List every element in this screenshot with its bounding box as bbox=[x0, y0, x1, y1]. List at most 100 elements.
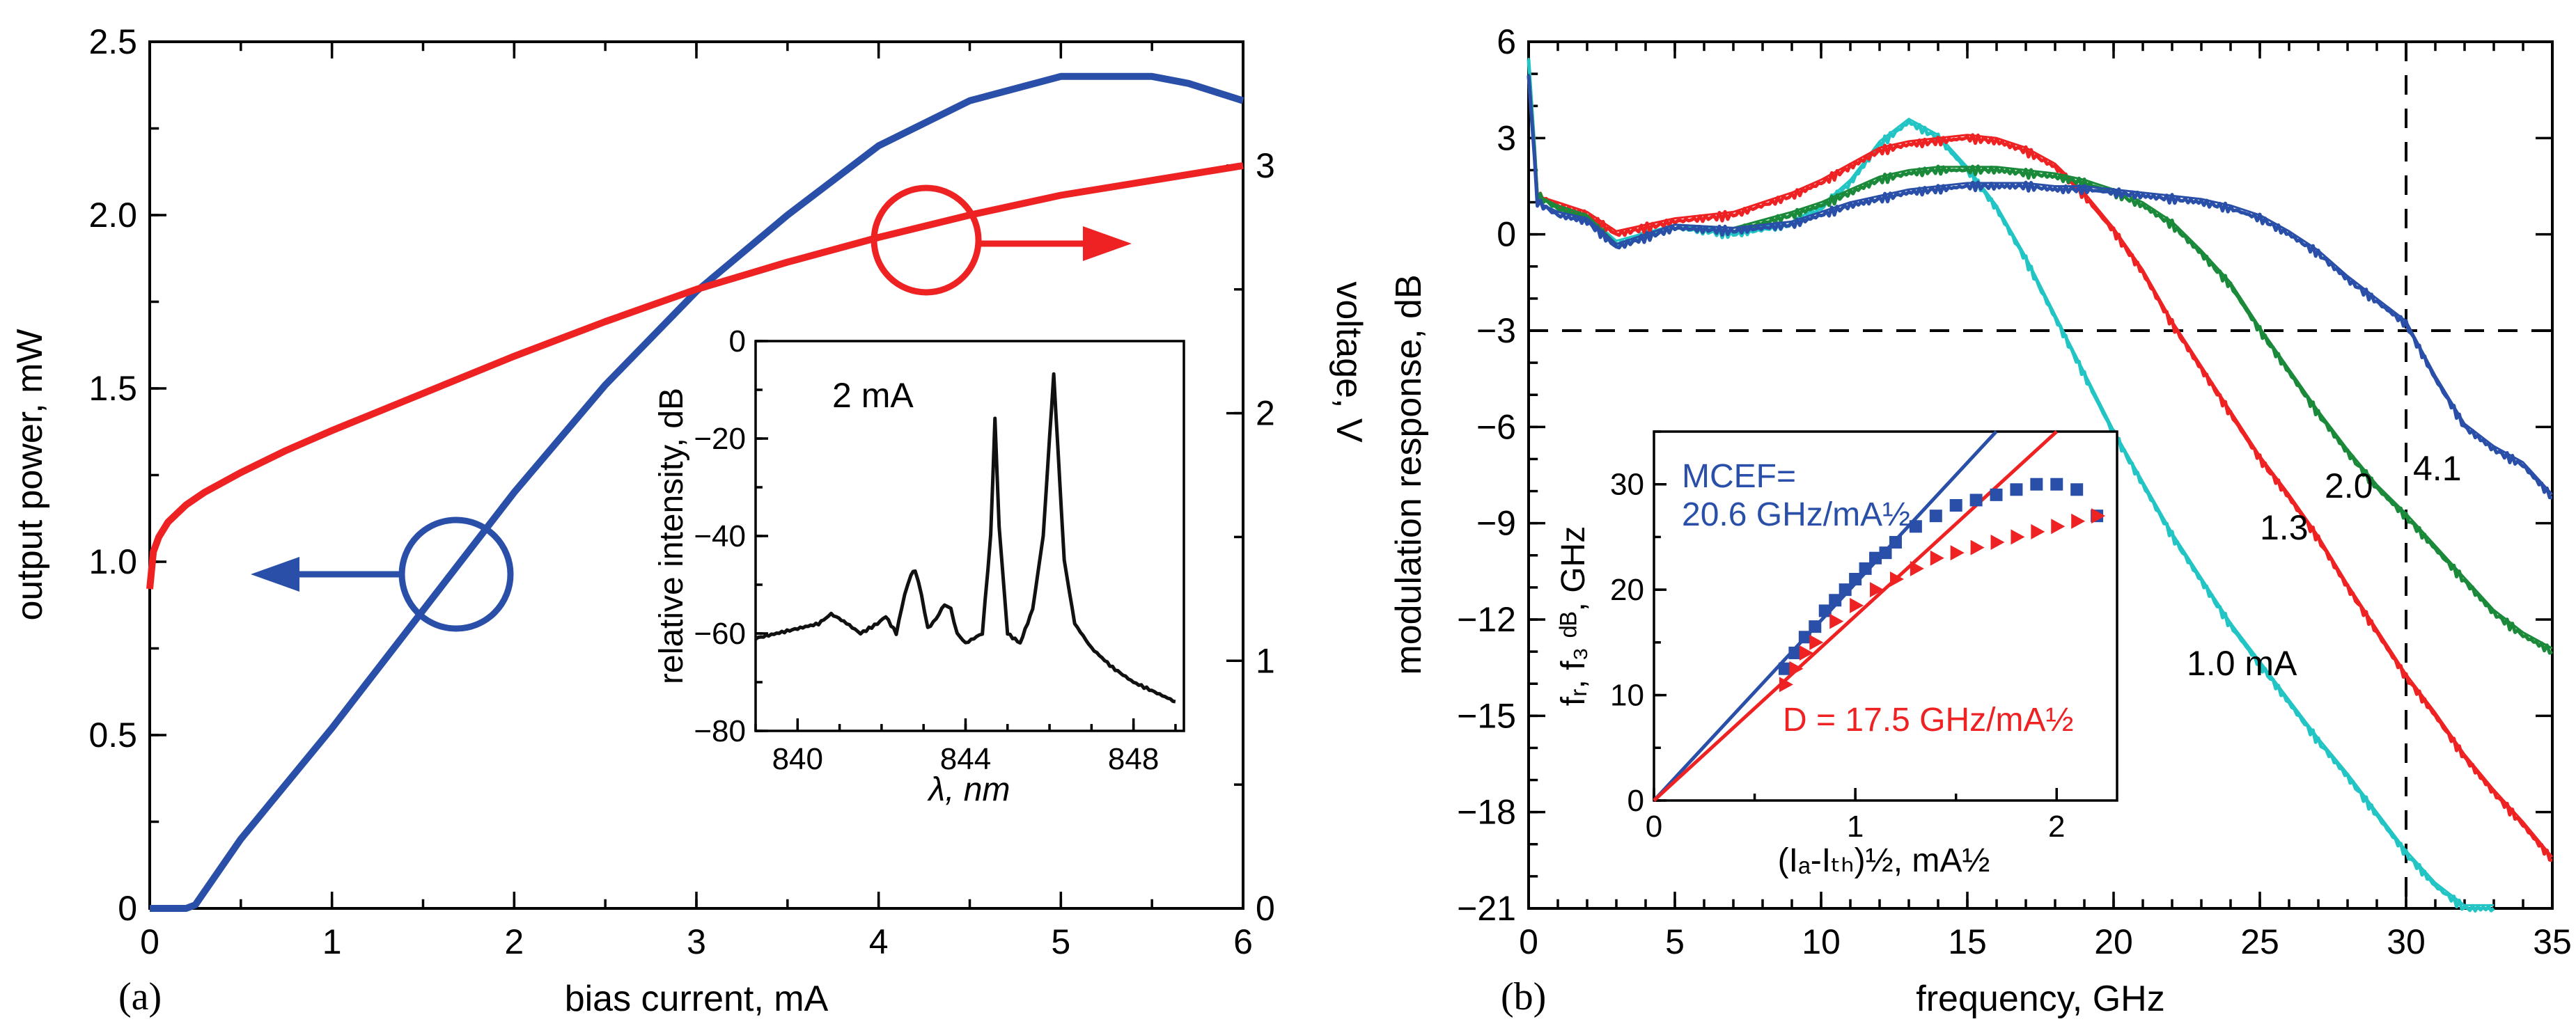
panel-a-inset: 840 844 848 0 −20 −40 −60 −80 2 mA λ, nm relat… bbox=[653, 324, 1185, 808]
y-tick-label: −15 bbox=[1457, 696, 1516, 735]
inset-a-annotation: 2 mA bbox=[832, 376, 914, 415]
x-tick-label: 3 bbox=[687, 922, 706, 961]
square-marker bbox=[2010, 483, 2023, 496]
trace-4.1-mA bbox=[1527, 75, 2553, 500]
y-tick-label: 0 bbox=[1497, 215, 1516, 254]
y-tick-label: 0 bbox=[729, 324, 746, 358]
panel-b-y-label: modulation response, dB bbox=[1389, 274, 1429, 675]
y-tick-label: −20 bbox=[694, 422, 746, 456]
inset-b-x-label: (Iₐ-Iₜₕ)½, mA½ bbox=[1778, 842, 1990, 879]
square-marker bbox=[1969, 494, 1983, 507]
voltage-circle-marker bbox=[871, 184, 982, 296]
x-tick-label: 25 bbox=[2240, 922, 2279, 961]
y-tick-label: 3 bbox=[1497, 118, 1516, 157]
y-tick-label: −60 bbox=[694, 617, 746, 651]
square-marker bbox=[1879, 546, 1892, 560]
y-tick-label: −18 bbox=[1457, 793, 1516, 832]
y-tick-label: 10 bbox=[1610, 679, 1644, 713]
y-tick-label: −80 bbox=[694, 714, 746, 748]
triangle-marker bbox=[1779, 677, 1793, 693]
inset-a-series bbox=[754, 372, 1176, 704]
inset-b-x-ticks: 0 1 2 bbox=[1646, 788, 2066, 844]
x-tick-label: 848 bbox=[1108, 742, 1159, 776]
inset-b-y-ticks: 0 10 20 30 bbox=[1610, 430, 1666, 818]
square-marker bbox=[1869, 551, 1882, 565]
triangle-marker bbox=[1930, 550, 1944, 566]
fit-4.1-mA bbox=[1527, 73, 2554, 496]
panel-b-plot-frame bbox=[1527, 40, 2554, 910]
x-tick-label: 15 bbox=[1948, 922, 1987, 961]
y-tick-label: 6 bbox=[1497, 22, 1516, 61]
triangle-marker bbox=[2051, 519, 2066, 535]
square-marker bbox=[1809, 620, 1822, 633]
triangle-marker bbox=[1970, 539, 1985, 555]
x-tick-label: 10 bbox=[1802, 922, 1841, 961]
triangle-marker bbox=[2031, 523, 2045, 539]
inset-b-y-label: fᵣ, f₃ ᵈᴮ, GHz bbox=[1555, 526, 1592, 706]
curve-label-2-0: 2.0 bbox=[2325, 466, 2373, 505]
y-tick-label: 1.0 bbox=[88, 542, 137, 581]
panel-b-reference-lines bbox=[1529, 42, 2552, 908]
y-tick-label: −21 bbox=[1457, 889, 1516, 928]
panel-b-x-label: frequency, GHz bbox=[1916, 979, 2164, 1019]
x-tick-label: 0 bbox=[1646, 810, 1662, 844]
y-tick-label: 0.5 bbox=[88, 716, 137, 755]
panel-b: 0 5 10 15 20 25 30 35 630−3−6−9−12−15−18−21 1.0… bbox=[1389, 22, 2572, 1019]
x-tick-label: 844 bbox=[940, 742, 991, 776]
x-tick-label: 35 bbox=[2533, 922, 2572, 961]
y2-tick-label: 0 bbox=[1256, 889, 1275, 928]
x-tick-label: 4 bbox=[869, 922, 889, 961]
square-marker bbox=[1829, 594, 1842, 607]
panel-b-label: (b) bbox=[1501, 975, 1546, 1018]
panel-a-y-label: output power, mW bbox=[10, 329, 50, 620]
inset-b-annotation-d: D = 17.5 GHz/mA½ bbox=[1783, 702, 2074, 739]
y-tick-label: 2.5 bbox=[88, 22, 137, 61]
triangle-marker bbox=[1850, 597, 1864, 613]
curve-label-1-0-ma: 1.0 mA bbox=[2187, 644, 2297, 683]
square-marker bbox=[1839, 583, 1852, 597]
triangle-marker bbox=[1789, 661, 1804, 677]
y-tick-label: −12 bbox=[1457, 600, 1516, 639]
triangle-marker bbox=[1950, 545, 1965, 561]
x-tick-label: 20 bbox=[2094, 922, 2133, 961]
triangle-marker bbox=[1889, 571, 1904, 587]
x-tick-label: 2 bbox=[504, 922, 524, 961]
triangle-marker bbox=[2091, 508, 2106, 524]
panel-b-inset: 0 1 2 0 10 20 30 MCEF= 20.6 GHz/mA½ D = 17.5 … bbox=[1555, 430, 2118, 879]
inset-b-annotation-mcef-value: 20.6 GHz/mA½ bbox=[1682, 496, 1910, 533]
voltage-axis-marker bbox=[871, 184, 1132, 296]
x-tick-label: 1 bbox=[1847, 810, 1864, 844]
inset-b-plot-frame bbox=[1653, 430, 2118, 802]
inset-a-x-label: λ, nm bbox=[927, 771, 1010, 808]
y2-tick-label: 3 bbox=[1256, 146, 1275, 185]
triangle-marker bbox=[1799, 645, 1813, 661]
y-tick-label: 1.5 bbox=[88, 369, 137, 408]
inset-a-y-ticks: 0 −20 −40 −60 −80 bbox=[694, 324, 768, 748]
y-tick-label: −9 bbox=[1476, 504, 1516, 543]
square-marker bbox=[2050, 478, 2063, 491]
panel-a: 0 1 2 3 4 5 6 0 0.5 1.0 1.5 2.0 2.5 0 1 2 3 bias curre… bbox=[10, 22, 1369, 1019]
fit-line-D-fit bbox=[1653, 430, 2058, 802]
y-tick-label: −40 bbox=[694, 519, 746, 553]
y-tick-label: 2.0 bbox=[88, 196, 137, 235]
y-tick-label: 20 bbox=[1610, 573, 1644, 607]
y2-tick-label: 2 bbox=[1256, 394, 1275, 433]
x-tick-label: 5 bbox=[1665, 922, 1685, 961]
x-tick-label: 5 bbox=[1051, 922, 1070, 961]
triangle-marker bbox=[1809, 634, 1824, 650]
triangle-marker bbox=[1990, 535, 2005, 550]
trace-1.3-mA bbox=[1527, 75, 2553, 862]
square-marker bbox=[1798, 631, 1811, 644]
square-marker bbox=[1949, 499, 1962, 512]
triangle-marker bbox=[1910, 560, 1924, 576]
y-tick-label: 0 bbox=[1627, 784, 1644, 818]
panel-b-series bbox=[1527, 58, 2554, 913]
inset-a-y-label: relative intensity, dB bbox=[653, 388, 690, 684]
triangle-marker bbox=[2011, 529, 2025, 545]
triangle-marker bbox=[2071, 513, 2086, 529]
panel-a-x-ticks: 0 1 2 3 4 5 6 bbox=[140, 42, 1253, 961]
series-line-output-power bbox=[150, 72, 1244, 912]
curve-label-1-3: 1.3 bbox=[2260, 508, 2309, 547]
curve-label-4-1: 4.1 bbox=[2413, 449, 2462, 488]
